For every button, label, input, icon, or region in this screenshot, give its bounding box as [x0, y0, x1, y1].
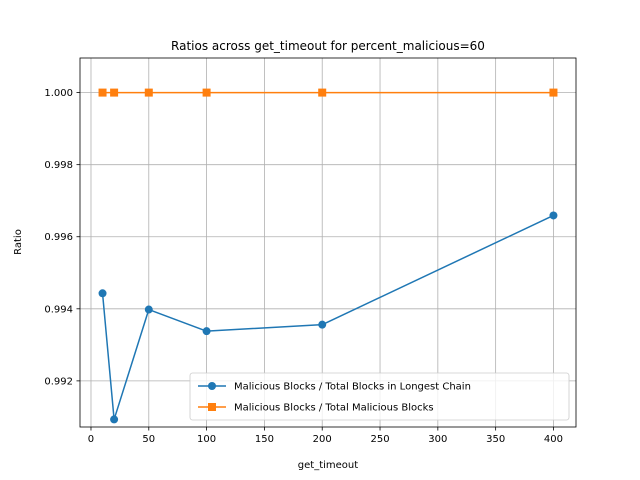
data-point [202, 327, 211, 336]
data-point [144, 305, 153, 314]
legend-label: Malicious Blocks / Total Blocks in Longe… [234, 382, 471, 393]
legend-label: Malicious Blocks / Total Malicious Block… [234, 403, 434, 414]
series-line [101, 214, 554, 421]
y-axis: 0.992 0.994 0.996 0.998 1.000 [44, 88, 80, 387]
data-point [318, 88, 327, 97]
data-point [110, 415, 119, 424]
plot-frame [79, 57, 577, 428]
x-tick-label: 150 [255, 434, 274, 445]
y-axis-label: Ratio [13, 229, 24, 255]
x-tick-label: 0 [88, 434, 94, 445]
legend-marker [208, 403, 216, 411]
data-point [202, 88, 211, 97]
x-tick-label: 350 [486, 434, 505, 445]
data-point [144, 88, 153, 97]
series-2 [98, 88, 558, 97]
data-point [549, 211, 558, 220]
series-layer [98, 88, 558, 424]
data-point [98, 88, 107, 97]
x-tick-label: 300 [428, 434, 447, 445]
data-point [549, 88, 558, 97]
y-tick-label: 0.992 [44, 376, 73, 387]
legend: Malicious Blocks / Total Blocks in Longe… [189, 372, 570, 421]
legend-marker [208, 382, 216, 390]
data-point [318, 320, 327, 329]
y-tick-label: 0.998 [44, 160, 73, 171]
y-tick-label: 1.000 [44, 88, 73, 99]
legend-box [189, 372, 570, 421]
x-tick-label: 400 [544, 434, 563, 445]
x-tick-label: 50 [142, 434, 155, 445]
x-tick-label: 250 [370, 434, 389, 445]
data-point [110, 88, 119, 97]
x-tick-label: 200 [313, 434, 332, 445]
x-axis: 0 50 100 150 200 250 300 350 400 [88, 427, 563, 445]
chart-title: Ratios across get_timeout for percent_ma… [171, 39, 485, 53]
series-1 [98, 211, 558, 424]
data-point [98, 289, 107, 298]
x-axis-label: get_timeout [298, 460, 358, 471]
x-tick-label: 100 [197, 434, 216, 445]
y-tick-label: 0.996 [44, 232, 73, 243]
y-tick-label: 0.994 [44, 304, 73, 315]
